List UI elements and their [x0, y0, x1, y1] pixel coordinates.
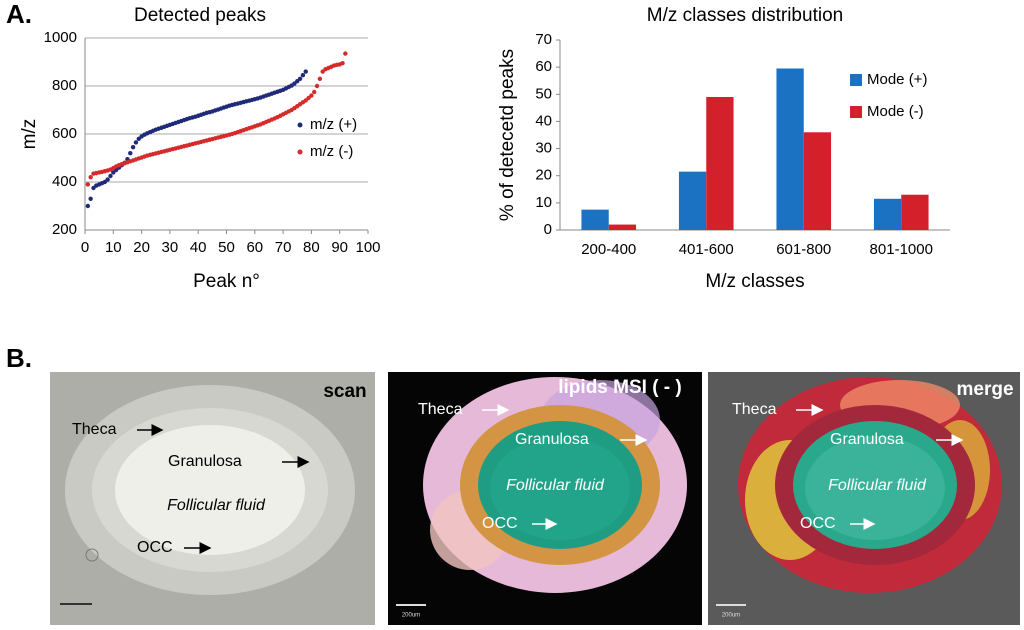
data-point [85, 182, 91, 187]
y-tick-label: 1000 [44, 29, 77, 46]
y-axis-label: % of detecetd peaks [497, 49, 518, 221]
data-point [340, 61, 345, 66]
image-label: Theca [418, 401, 463, 418]
legend-label: Mode (+) [867, 71, 927, 88]
x-tick-label: 60 [246, 239, 263, 256]
legend-swatch [850, 74, 862, 86]
y-tick-label: 40 [535, 112, 552, 129]
image-title: scan [323, 381, 366, 402]
bar [803, 132, 832, 230]
data-point [297, 76, 303, 82]
x-tick-label: 30 [162, 239, 179, 256]
legend-swatch [850, 106, 862, 118]
y-axis-label: m/z [19, 119, 40, 150]
data-point [314, 83, 320, 89]
x-tick-label: 801-1000 [870, 241, 933, 258]
data-point [85, 203, 91, 209]
panel-label: A. [6, 0, 32, 29]
data-point [88, 196, 93, 201]
y-tick-label: 400 [52, 173, 77, 190]
chart-title: Detected peaks [134, 5, 266, 26]
y-tick-label: 20 [535, 167, 552, 184]
image-label: Follicular fluid [167, 497, 266, 514]
data-point [317, 76, 323, 82]
scale-bar-label: 200um [722, 613, 740, 619]
scan-image: scan Theca Granulosa Follicular fluid OC… [50, 372, 375, 625]
bar [706, 97, 734, 230]
data-point [128, 151, 133, 156]
x-tick-label: 40 [190, 239, 207, 256]
image-label: OCC [137, 539, 173, 556]
y-tick-label: 70 [535, 31, 552, 48]
image-label: Granulosa [168, 453, 242, 470]
data-point [133, 140, 139, 145]
bar [678, 171, 707, 230]
x-tick-label: 20 [133, 239, 150, 256]
merge-image: 200um merge Theca Granulosa Follicular f… [708, 372, 1020, 625]
msi-image: 200um lipids MSI ( - ) Theca Granulosa F… [388, 372, 702, 625]
data-point [343, 51, 348, 56]
x-tick-label: 601-800 [776, 241, 831, 258]
y-tick-label: 200 [52, 221, 77, 238]
x-tick-label: 50 [218, 239, 235, 256]
bar [608, 224, 637, 230]
legend-label: Mode (-) [867, 103, 924, 120]
x-tick-label: 70 [275, 239, 292, 256]
x-tick-label: 80 [303, 239, 320, 256]
legend-marker [297, 149, 303, 155]
x-tick-label: 401-600 [679, 241, 734, 258]
legend-label: m/z (+) [310, 116, 357, 133]
data-point [303, 69, 308, 74]
y-tick-label: 600 [52, 125, 77, 142]
x-tick-label: 10 [105, 239, 122, 256]
image-label: Granulosa [830, 431, 904, 448]
image-label: Theca [732, 401, 777, 418]
y-tick-label: 800 [52, 77, 77, 94]
data-point [105, 177, 110, 182]
x-tick-label: 90 [331, 239, 348, 256]
image-label: OCC [800, 515, 836, 532]
data-point [88, 175, 93, 180]
data-point [300, 73, 306, 78]
x-tick-label: 200-400 [581, 241, 636, 258]
data-point [309, 93, 314, 98]
panel-label: B. [6, 343, 32, 373]
image-label: Follicular fluid [828, 477, 927, 494]
data-point [312, 89, 317, 95]
y-tick-label: 50 [535, 85, 552, 102]
y-tick-label: 30 [535, 140, 552, 157]
scale-bar-label: 200um [402, 613, 420, 619]
y-tick-label: 0 [544, 221, 552, 238]
data-point [108, 173, 113, 179]
bar [581, 209, 609, 230]
image-label: Follicular fluid [506, 477, 605, 494]
x-axis-label: M/z classes [705, 271, 804, 292]
bar [901, 194, 929, 230]
bar [873, 198, 902, 230]
image-title: lipids MSI ( - ) [558, 377, 682, 398]
y-tick-label: 10 [535, 194, 552, 211]
data-point [130, 145, 136, 150]
x-tick-label: 0 [81, 239, 89, 256]
image-label: Theca [72, 421, 117, 438]
x-tick-label: 100 [355, 239, 380, 256]
image-title: merge [956, 379, 1013, 400]
y-tick-label: 60 [535, 58, 552, 75]
chart-title: M/z classes distribution [647, 5, 843, 26]
legend-marker [297, 122, 303, 128]
legend-label: m/z (-) [310, 143, 353, 160]
image-label: Granulosa [515, 431, 589, 448]
bar [776, 68, 804, 230]
x-axis-label: Peak n° [193, 271, 260, 292]
image-label: OCC [482, 515, 518, 532]
